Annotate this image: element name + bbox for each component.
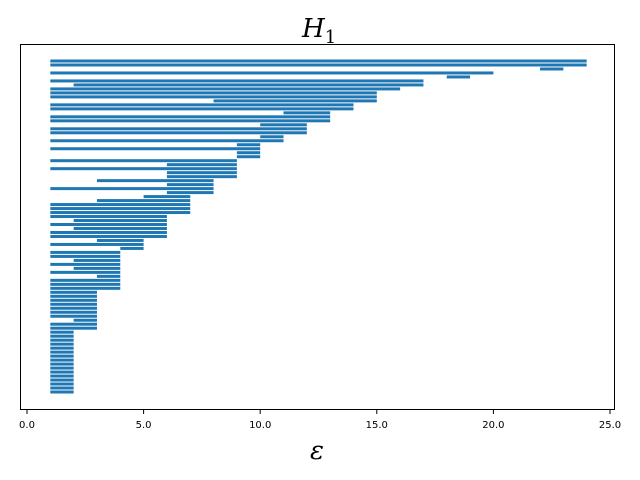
barcode-interval: [50, 378, 74, 382]
barcode-interval: [50, 223, 167, 227]
barcode-interval: [50, 350, 74, 354]
barcode-interval: [50, 139, 284, 143]
barcode-interval: [50, 370, 74, 374]
barcode-interval: [50, 234, 167, 238]
barcode-interval: [50, 95, 377, 99]
barcode-interval: [50, 147, 261, 151]
barcode-interval: [446, 75, 471, 79]
bars-group: [50, 59, 587, 394]
x-axis-ticks: 0.0 5.0 10.0 15.0 20.0 25.0: [19, 410, 621, 431]
barcode-interval: [50, 203, 191, 207]
barcode-interval: [50, 230, 167, 234]
barcode-interval: [50, 354, 74, 358]
barcode-interval: [283, 111, 331, 115]
barcode-interval: [50, 294, 97, 298]
barcode-interval: [143, 195, 191, 199]
barcode-interval: [50, 107, 354, 111]
barcode-interval: [50, 63, 587, 67]
barcode-interval: [96, 199, 191, 203]
barcode-interval: [236, 143, 261, 147]
barcode-interval: [73, 83, 424, 87]
barcode-interval: [73, 258, 121, 262]
barcode-interval: [73, 266, 121, 270]
barcode-interval: [50, 71, 494, 75]
barcode-interval: [50, 79, 424, 83]
x-tick-label: 0.0: [19, 420, 35, 431]
chart-title: H1: [301, 14, 336, 48]
barcode-interval: [50, 338, 74, 342]
barcode-interval: [73, 226, 167, 230]
barcode-interval: [166, 175, 237, 179]
barcode-interval: [50, 342, 74, 346]
barcode-interval: [50, 390, 74, 394]
barcode-interval: [50, 159, 237, 163]
barcode-interval: [236, 151, 261, 155]
barcode-interval: [50, 330, 74, 334]
x-tick-label: 15.0: [366, 420, 388, 431]
barcode-interval: [50, 278, 121, 282]
barcode-interval: [50, 207, 191, 211]
barcode-interval: [120, 246, 144, 250]
barcode-interval: [50, 242, 144, 246]
barcode-interval: [50, 326, 97, 330]
barcode-interval: [50, 250, 121, 254]
barcode-interval: [50, 366, 74, 370]
barcode-interval: [213, 99, 377, 103]
x-tick-label: 20.0: [482, 420, 504, 431]
barcode-interval: [50, 115, 331, 119]
barcode-interval: [50, 211, 191, 215]
barcode-interval: [50, 91, 377, 95]
barcode-interval: [50, 362, 74, 366]
barcode-interval: [540, 67, 564, 71]
barcode-interval: [50, 286, 121, 290]
barcode-interval: [50, 131, 307, 135]
barcode-interval: [260, 135, 284, 139]
axes-frame: [20, 44, 615, 410]
barcode-interval: [50, 346, 74, 350]
barcode-interval: [96, 238, 144, 242]
barcode-interval: [50, 302, 97, 306]
barcode-interval: [96, 274, 121, 278]
barcode-interval: [50, 306, 97, 310]
barcode-interval: [50, 103, 354, 107]
barcode-interval: [50, 310, 97, 314]
barcode-interval: [166, 191, 214, 195]
barcode-interval: [50, 127, 307, 131]
barcode-interval: [166, 163, 237, 167]
barcode-interval: [50, 290, 97, 294]
barcode-interval: [50, 322, 97, 326]
barcode-interval: [73, 318, 97, 322]
barcode-interval: [96, 179, 214, 183]
barcode-interval: [50, 374, 74, 378]
barcode-interval: [50, 87, 401, 91]
title-subscript: 1: [325, 27, 336, 48]
barcode-interval: [50, 314, 97, 318]
barcode-interval: [50, 386, 74, 390]
x-tick-label: 10.0: [249, 420, 271, 431]
barcode-interval: [50, 270, 121, 274]
barcode-interval: [166, 171, 237, 175]
barcode-interval: [50, 382, 74, 386]
barcode-interval: [50, 215, 167, 219]
barcode-interval: [50, 167, 237, 171]
barcode-interval: [50, 254, 121, 258]
barcode-interval: [50, 187, 214, 191]
x-tick-label: 25.0: [599, 420, 621, 431]
barcode-interval: [50, 59, 587, 63]
barcode-interval: [50, 119, 331, 123]
x-tick-label: 5.0: [136, 420, 152, 431]
barcode-interval: [50, 334, 74, 338]
barcode-interval: [236, 155, 261, 159]
barcode-interval: [260, 123, 307, 127]
x-axis-label: ε: [310, 436, 324, 466]
barcode-interval: [50, 358, 74, 362]
barcode-interval: [50, 282, 121, 286]
barcode-interval: [73, 219, 167, 223]
barcode-interval: [50, 298, 97, 302]
title-main: H: [301, 14, 326, 44]
barcode-interval: [50, 262, 121, 266]
barcode-interval: [166, 183, 214, 187]
